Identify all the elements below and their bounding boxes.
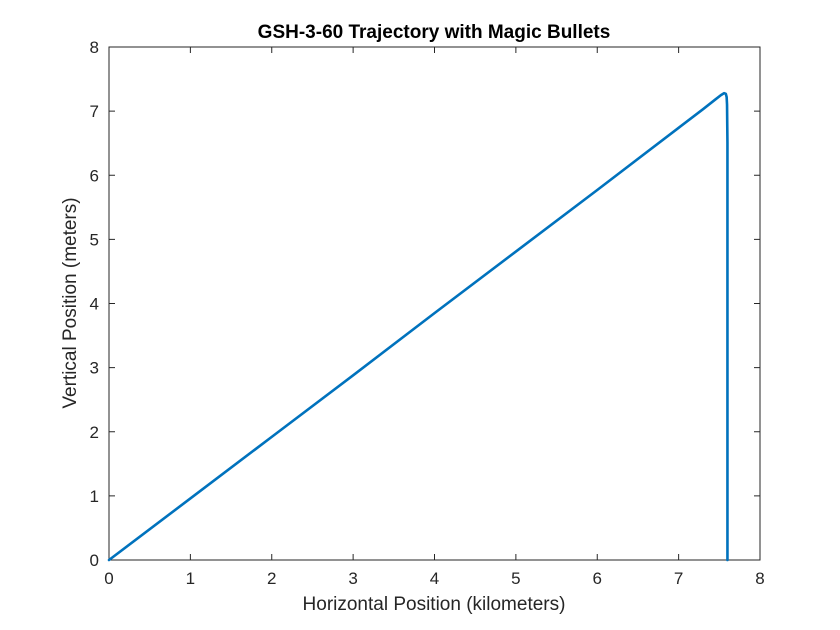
- x-tick-label: 4: [430, 569, 439, 588]
- trajectory-line: [107, 91, 729, 562]
- x-axis-label: Horizontal Position (kilometers): [303, 594, 566, 615]
- x-tick-label: 7: [674, 569, 683, 588]
- y-tick-labels: 0 1 2 3 4 5 6 7 8: [90, 38, 99, 570]
- chart-title: GSH-3-60 Trajectory with Magic Bullets: [258, 22, 611, 43]
- x-tick-label: 8: [755, 569, 764, 588]
- y-tick-label: 0: [90, 551, 99, 570]
- x-tick-labels: 0 1 2 3 4 5 6 7 8: [104, 569, 764, 588]
- y-tick-label: 5: [90, 230, 99, 249]
- x-tick-label: 6: [593, 569, 602, 588]
- axis-ticks: [108, 46, 761, 561]
- y-tick-label: 6: [90, 166, 99, 185]
- plot-area: [108, 46, 761, 561]
- x-tick-label: 5: [511, 569, 520, 588]
- series-group: [107, 91, 729, 562]
- y-tick-label: 3: [90, 359, 99, 378]
- x-tick-label: 0: [104, 569, 113, 588]
- y-tick-label: 1: [90, 487, 99, 506]
- x-tick-label: 3: [348, 569, 357, 588]
- y-tick-label: 8: [90, 38, 99, 57]
- x-tick-label: 1: [186, 569, 195, 588]
- y-tick-label: 4: [90, 295, 99, 314]
- x-tick-label: 2: [267, 569, 276, 588]
- y-axis-label: Vertical Position (meters): [60, 197, 81, 408]
- y-tick-label: 2: [90, 423, 99, 442]
- y-tick-label: 7: [90, 102, 99, 121]
